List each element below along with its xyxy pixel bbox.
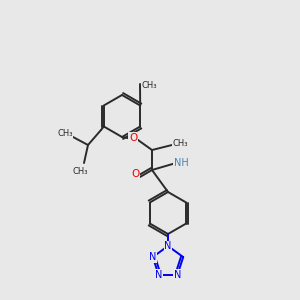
Text: O: O [131,169,139,179]
Text: CH₃: CH₃ [172,139,188,148]
Text: CH₃: CH₃ [141,80,157,89]
Text: CH₃: CH₃ [72,167,88,176]
Text: N: N [149,252,157,262]
Text: NH: NH [174,158,188,168]
Text: N: N [155,270,162,280]
Text: CH₃: CH₃ [57,130,73,139]
Text: O: O [129,133,137,143]
Text: N: N [174,270,181,280]
Text: N: N [164,241,172,251]
